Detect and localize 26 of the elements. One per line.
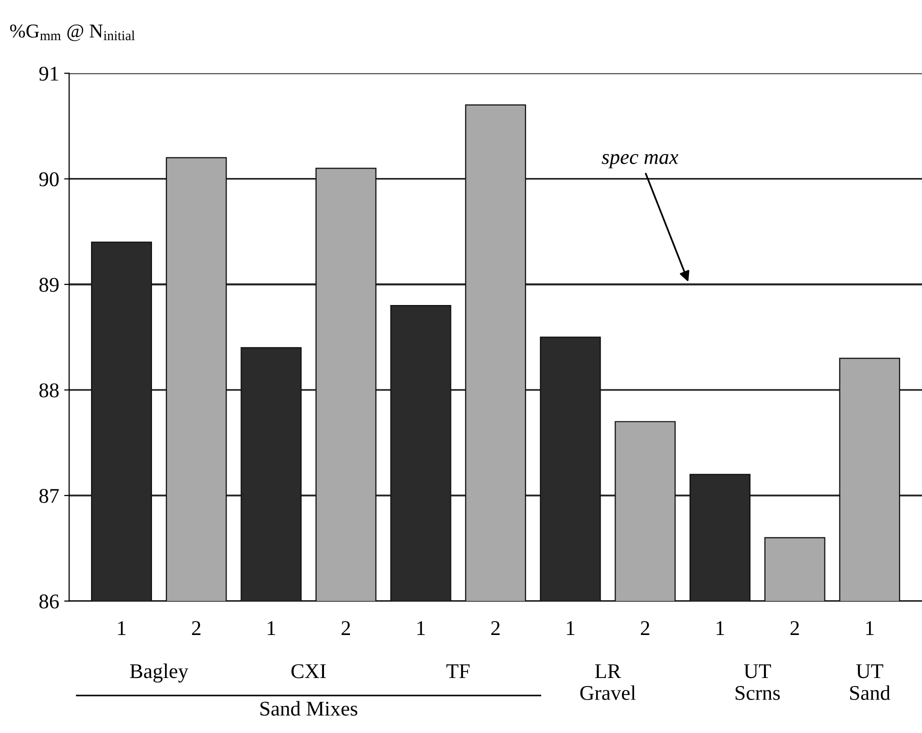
- y-tick-label: 91: [39, 66, 58, 81]
- x-tick-label: 1: [118, 621, 126, 635]
- x-tick-label: 1: [866, 621, 874, 635]
- x-tick-label: 2: [342, 621, 350, 635]
- x-tick-label: 1: [417, 621, 425, 635]
- y-tick-label: 89: [39, 278, 59, 292]
- x-tick-label: 2: [192, 621, 200, 635]
- x-tick-label: 2: [790, 621, 799, 635]
- x-tick-label: 1: [716, 621, 724, 635]
- x-tick-label: 1: [567, 621, 574, 635]
- x-tick-label: 1: [268, 621, 276, 635]
- y-axis-title: %G$_{mm}$ @ N$_{initial}$: [10, 24, 135, 42]
- y-tick-label: 86: [39, 594, 59, 608]
- text: CXI: [291, 664, 326, 678]
- ref-line-label: spec max: [602, 154, 678, 168]
- x-tick-label: 2: [491, 621, 500, 635]
- text: LR Gravel: [580, 664, 636, 700]
- y-tick-label: 87: [39, 488, 59, 503]
- y-tick-label: 88: [39, 383, 59, 398]
- text: TF: [446, 664, 470, 678]
- x-tick-label: 2: [640, 621, 650, 635]
- text: Sand Mixes: [260, 701, 358, 716]
- text: Bagley: [130, 664, 188, 683]
- text: UT Sand: [850, 664, 890, 700]
- y-tick-label: 90: [39, 172, 59, 186]
- text: UT Scrns: [736, 664, 780, 700]
